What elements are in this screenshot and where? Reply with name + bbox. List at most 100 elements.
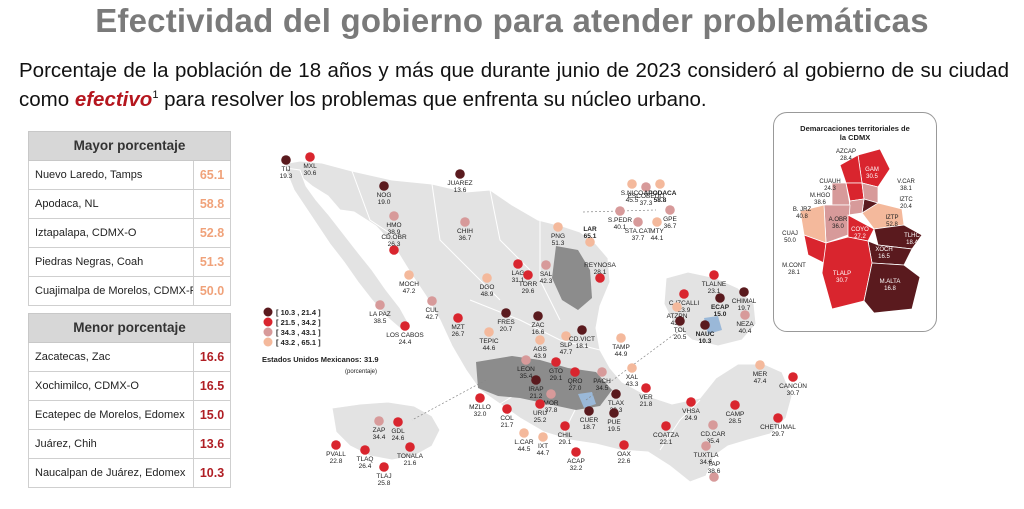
- city-label: ECAP: [711, 304, 730, 311]
- city-value: 38.5: [374, 318, 387, 325]
- subtitle-highlight: efectivo: [74, 87, 153, 111]
- city-label: CD.OBR: [381, 234, 407, 241]
- city-dot: [661, 421, 671, 431]
- city-value: 47.4: [754, 378, 767, 385]
- city-label: MER: [753, 371, 768, 378]
- city-dot: [484, 327, 494, 337]
- city-label: FRES: [497, 319, 515, 326]
- city-label: JUAREZ: [447, 180, 472, 187]
- city-value: 35.4: [707, 438, 720, 445]
- district-label: IZTC: [899, 197, 913, 203]
- legend-label-2: [ 34.3 , 43.1 ]: [276, 328, 321, 337]
- legend-swatch-3: [263, 337, 273, 347]
- city-dot: [595, 273, 605, 283]
- city-dot: [627, 179, 637, 189]
- district-label: IZTP: [886, 215, 899, 221]
- city-value: 21.2: [530, 393, 543, 400]
- cdmx-title-line2: la CDMX: [839, 133, 871, 142]
- city-label: AGS: [533, 346, 547, 353]
- city-value: 44.5: [518, 446, 531, 453]
- city-dot: [755, 360, 765, 370]
- city-label: CAMP: [726, 411, 745, 418]
- district-label: TLHC: [904, 233, 920, 239]
- city-label: TLAJ: [376, 473, 391, 480]
- city-dot: [460, 217, 470, 227]
- subtitle-before: Porcentaje de la población de 18 años y …: [19, 59, 1009, 111]
- city-label: STA.CAT: [625, 228, 652, 235]
- city-value: 34.4: [373, 434, 386, 441]
- city-label: PNG: [551, 233, 565, 240]
- district-value: 50.0: [784, 238, 796, 244]
- city-name: Iztapalapa, CDMX-O: [28, 219, 194, 247]
- city-label: NAUC: [696, 331, 715, 338]
- city-value: 44.1: [651, 235, 664, 242]
- city-dot: [715, 293, 725, 303]
- city-dot: [675, 316, 685, 326]
- city-dot: [616, 333, 626, 343]
- city-value: 51.3: [552, 240, 565, 247]
- valle-inset-highlight: [704, 316, 722, 334]
- city-value: 16.6: [532, 329, 545, 336]
- baja-california: [284, 167, 411, 331]
- city-value: 29.6: [522, 288, 535, 295]
- city-dot: [633, 217, 643, 227]
- city-label: SLP: [560, 342, 572, 349]
- city-value: 50.0: [194, 277, 231, 305]
- city-dot: [519, 428, 529, 438]
- city-value: 10.3: [194, 459, 231, 487]
- city-dot: [665, 205, 675, 215]
- legend-label-1: [ 21.5 , 34.2 ]: [276, 318, 321, 327]
- legend-label-0: [ 10.3 , 21.4 ]: [276, 308, 321, 317]
- city-value: 18.7: [583, 424, 596, 431]
- city-value: 26.4: [359, 463, 372, 470]
- district-label: CUAUH: [819, 179, 840, 185]
- city-label: QRO: [568, 378, 583, 385]
- bottom-ranking-table: Menor porcentaje Zacatecas, Zac 16.6 Xoch…: [28, 313, 231, 488]
- city-label: ESCOBEDO: [628, 193, 665, 200]
- city-label: SAL: [540, 271, 553, 278]
- city-dot: [615, 206, 625, 216]
- city-dot: [374, 416, 384, 426]
- table-row: Iztapalapa, CDMX-O 52.8: [28, 219, 231, 248]
- city-value: 21.8: [640, 401, 653, 408]
- district-value: 38.1: [900, 186, 912, 192]
- city-label: ATZPN: [667, 313, 688, 320]
- city-label: S.PEDR: [608, 217, 633, 224]
- national-label: Estados Unidos Mexicanos:: [262, 355, 362, 364]
- district-value: 27.2: [854, 234, 866, 240]
- city-label: TIJ: [281, 166, 290, 173]
- city-value: 36.7: [459, 235, 472, 242]
- table-row: Cuajimalpa de Morelos, CDMX-P 50.0: [28, 277, 231, 306]
- city-dot: [360, 445, 370, 455]
- city-value: 37.3: [640, 200, 653, 207]
- city-label: CUL: [425, 307, 438, 314]
- city-dot: [619, 440, 629, 450]
- cdmx-labels: AZCAP28.4GAM30.5CUAUH24.3V.CAR38.1M.HGO3…: [782, 149, 920, 292]
- city-dot: [513, 259, 523, 269]
- city-value: 24.9: [685, 415, 698, 422]
- table-row: Naucalpan de Juárez, Edomex 10.3: [28, 459, 231, 488]
- city-dot: [531, 375, 541, 385]
- legend-swatch-2: [263, 327, 273, 337]
- city-label: PACH: [593, 378, 611, 385]
